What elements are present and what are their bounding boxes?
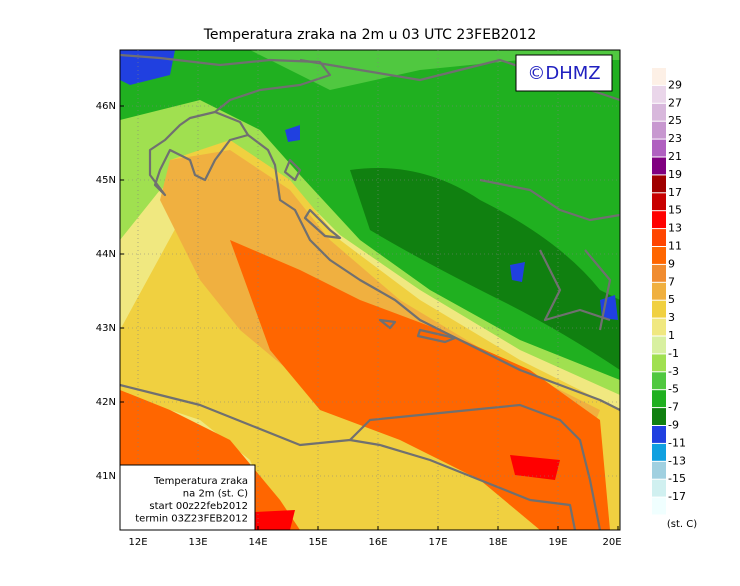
logo: ©DHMZ xyxy=(527,63,600,84)
colorbar-label: 23 xyxy=(668,132,682,145)
color-box xyxy=(652,103,666,121)
color-box xyxy=(652,68,666,85)
lon-label: 13E xyxy=(188,537,207,548)
lon-label: 18E xyxy=(488,537,507,548)
info-text: Temperatura zraka na 2m (st. C)start 00z2… xyxy=(135,476,248,525)
color-box xyxy=(652,85,666,103)
color-box xyxy=(652,193,666,211)
logo-box xyxy=(515,54,613,92)
lat-label: 44N xyxy=(96,249,116,260)
color-box xyxy=(652,157,666,175)
lat-label: 46N xyxy=(96,101,116,112)
colorbar-label: -11 xyxy=(668,436,686,449)
coastline xyxy=(119,53,621,531)
lon-label: 20E xyxy=(602,537,621,548)
temperature-field xyxy=(120,50,620,530)
lon-label: 15E xyxy=(308,537,327,548)
color-box xyxy=(652,247,666,264)
color-box xyxy=(652,300,666,318)
color-box xyxy=(652,229,666,246)
graticule xyxy=(120,50,620,530)
color-box xyxy=(652,390,666,408)
colorbar-label: 19 xyxy=(668,168,682,181)
colorbar-label: -3 xyxy=(668,365,679,378)
lat-label: 41N xyxy=(96,471,116,482)
color-box xyxy=(652,175,666,193)
color-box xyxy=(652,443,666,461)
color-box xyxy=(652,372,666,390)
lon-label: 16E xyxy=(368,537,387,548)
colorbar-label: 21 xyxy=(668,150,682,163)
color-box xyxy=(652,121,666,139)
colorbar-label: 13 xyxy=(668,222,682,235)
colorbar-label: 1 xyxy=(668,329,675,342)
lon-label: 14E xyxy=(248,537,267,548)
lon-label: 19E xyxy=(548,537,567,548)
colorbar-label: -1 xyxy=(668,347,679,360)
colorbar-label: 7 xyxy=(668,275,675,288)
color-box xyxy=(652,318,666,336)
color-box xyxy=(652,139,666,157)
colorbar-label: -17 xyxy=(668,490,686,503)
colorbar-label: -9 xyxy=(668,419,679,432)
lat-label: 45N xyxy=(96,175,116,186)
color-box xyxy=(652,497,666,515)
colorbar-label: 27 xyxy=(668,96,682,109)
colorbar-label: 15 xyxy=(668,204,682,217)
lon-label: 12E xyxy=(128,537,147,548)
color-box xyxy=(652,408,666,425)
colorbar-label: 17 xyxy=(668,186,682,199)
map-frame xyxy=(119,49,621,531)
colorbar-label: 11 xyxy=(668,240,682,253)
color-box xyxy=(652,354,666,372)
color-box xyxy=(652,211,666,229)
color-box xyxy=(652,336,666,354)
lat-label: 43N xyxy=(96,323,116,334)
colorbar-label: 29 xyxy=(668,78,682,91)
info-box xyxy=(119,464,256,531)
info-line: termin 03Z23FEB2012 xyxy=(135,514,248,525)
info-line: start 00z22feb2012 xyxy=(149,501,248,512)
title: Temperatura zraka na 2m u 03 UTC 23FEB20… xyxy=(203,27,537,43)
colorbar-label: -5 xyxy=(668,383,679,396)
color-box xyxy=(652,426,666,443)
colorbar-label: -15 xyxy=(668,472,686,485)
colorbar-label: -13 xyxy=(668,454,686,467)
colorbar: 29 27 25 23 21 19 17 15 13 11 9 7 5 3 1 -1 -3 -5 -7 -9 -11 -1… xyxy=(652,68,697,530)
colorbar-label: 3 xyxy=(668,311,675,324)
color-box xyxy=(652,264,666,282)
color-box xyxy=(652,461,666,479)
colorbar-unit: (st. C) xyxy=(667,519,697,530)
colorbar-label: 9 xyxy=(668,257,675,270)
info-line: Temperatura zraka xyxy=(153,476,248,487)
color-box xyxy=(652,282,666,300)
colorbar-label: -7 xyxy=(668,401,679,414)
lon-label: 17E xyxy=(428,537,447,548)
colorbar-label: 5 xyxy=(668,293,675,306)
lat-label: 42N xyxy=(96,397,116,408)
info-line: na 2m (st. C) xyxy=(183,489,248,500)
colorbar-label: 25 xyxy=(668,114,682,127)
color-box xyxy=(652,479,666,497)
